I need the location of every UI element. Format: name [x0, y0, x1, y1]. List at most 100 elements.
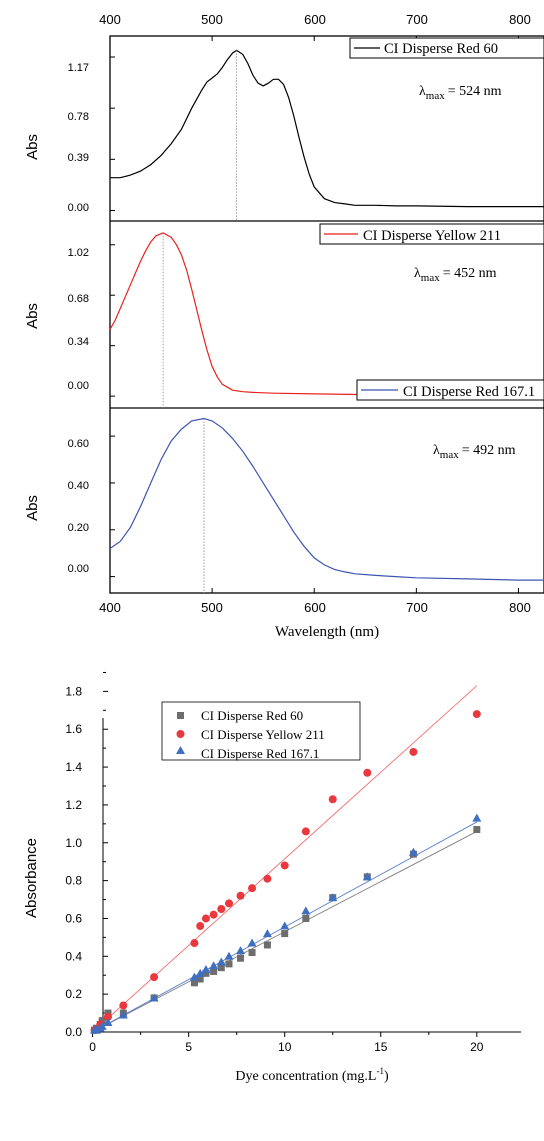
point-yellow211 [196, 922, 205, 931]
p1-y-axis-label: Abs [24, 134, 41, 160]
x-top-tick-label-400: 400 [99, 12, 121, 27]
x-bottom-tick-label-400: 400 [99, 600, 121, 615]
x-bottom-tick-label-700: 700 [406, 600, 428, 615]
point-red60 [202, 969, 210, 977]
x-bottom-tick-label-600: 600 [304, 600, 326, 615]
calib-legend-label-red167: CI Disperse Red 167.1 [201, 746, 319, 761]
p3-lambda-sub: max [440, 449, 459, 461]
point-yellow211 [328, 795, 337, 804]
p1-ytick-label-2: 0.78 [68, 111, 89, 123]
p2-ytick-label-1: 0.34 [68, 336, 89, 348]
x-top-tick-label-800: 800 [509, 12, 531, 27]
p3-legend-label: CI Disperse Red 167.1 [403, 384, 535, 400]
p2-ytick-label-2: 0.68 [68, 293, 89, 305]
p3-ytick-label-1: 0.20 [68, 522, 89, 534]
calib-ytick-label-0.0: 0.0 [65, 1025, 82, 1039]
calib-y-axis-label: Absorbance [23, 838, 40, 918]
p3-lambda-annotation: λmax = 492 nm [433, 443, 516, 461]
point-yellow211 [209, 910, 218, 919]
point-red167 [280, 921, 290, 930]
p2-lambda-value: = 452 nm [443, 266, 497, 281]
p3-lambda-symbol: λ [433, 443, 440, 458]
point-yellow211 [236, 891, 245, 900]
calib-xtick-label-0: 0 [89, 1040, 96, 1054]
p1-legend: CI Disperse Red 60 [349, 37, 544, 59]
p3-ytick-label-0: 0.00 [68, 563, 89, 575]
calib-legend: CI Disperse Red 60 CI Disperse Yellow 21… [161, 701, 361, 761]
point-yellow211 [190, 939, 199, 948]
point-red167 [301, 906, 311, 915]
p3-ytick-label-3: 0.60 [68, 438, 89, 450]
point-red167 [472, 813, 482, 822]
point-red60 [302, 914, 310, 922]
p2-y-axis-label: Abs [24, 303, 41, 329]
calib-x-axis-label: Dye concentration (mg.L-1) [235, 1066, 389, 1084]
x-top-tick-label-600: 600 [304, 12, 326, 27]
spectra-plot-frame [109, 35, 544, 594]
legend-marker-triangle [176, 746, 185, 754]
point-red60 [190, 979, 198, 987]
p1-spectrum-line [110, 49, 544, 208]
calib-ytick-label-1.4: 1.4 [65, 760, 82, 774]
point-yellow211 [225, 899, 233, 908]
x-bottom-tick-label-800: 800 [509, 600, 531, 615]
point-yellow211 [119, 1001, 128, 1010]
calib-ytick-label-1.0: 1.0 [65, 836, 82, 850]
calib-legend-label-red60: CI Disperse Red 60 [201, 708, 303, 723]
calib-ytick-label-0.2: 0.2 [65, 987, 82, 1001]
point-red60 [237, 954, 245, 962]
p1-ytick-label-3: 1.17 [68, 62, 89, 74]
calib-ytick-label-1.2: 1.2 [65, 798, 82, 812]
point-red167 [247, 938, 257, 947]
calib-legend-label-yellow211: CI Disperse Yellow 211 [201, 727, 325, 742]
p2-lambda-annotation: λmax = 452 nm [414, 266, 497, 284]
point-red60 [281, 930, 289, 938]
x-top-tick-label-500: 500 [201, 12, 223, 27]
p1-lambda-value: = 524 nm [448, 84, 502, 99]
calib-xtick-label-10: 10 [278, 1040, 292, 1054]
p3-spectrum-line [109, 417, 544, 581]
point-yellow211 [409, 747, 418, 756]
point-red60 [473, 826, 481, 834]
point-yellow211 [103, 1012, 112, 1021]
point-red60 [210, 967, 218, 975]
point-red60 [225, 960, 233, 968]
calib-data-points [90, 710, 482, 1035]
point-red167 [328, 893, 338, 902]
spectra-x-axis-label: Wavelength (nm) [275, 624, 379, 640]
point-red60 [217, 964, 225, 972]
point-red167 [408, 847, 418, 856]
point-yellow211 [150, 973, 159, 982]
p1-lambda-sub: max [426, 90, 445, 102]
point-red167 [97, 1021, 107, 1030]
p1-lambda-symbol: λ [419, 84, 426, 99]
p3-y-axis-label: Abs [24, 495, 41, 521]
point-red167 [201, 965, 211, 974]
point-red167 [189, 972, 199, 981]
point-yellow211 [280, 861, 289, 870]
point-red167 [149, 993, 159, 1002]
calib-xtick-label-15: 15 [374, 1040, 388, 1054]
point-yellow211 [201, 914, 210, 923]
p3-ytick-label-2: 0.40 [68, 480, 89, 492]
calib-xtick-label-20: 20 [470, 1040, 484, 1054]
calib-x-axis-label-main: Dye concentration (mg.L [235, 1069, 376, 1084]
point-yellow211 [248, 884, 257, 893]
point-red60 [196, 975, 204, 983]
point-yellow211 [217, 905, 226, 913]
p2-legend-label: CI Disperse Yellow 211 [363, 228, 501, 244]
point-red167 [362, 872, 372, 881]
p3-lambda-value: = 492 nm [462, 443, 516, 458]
legend-marker-square [177, 712, 184, 719]
spectra-chart: 400 500 600 700 800 400 500 600 700 800 … [24, 12, 544, 640]
calib-x-axis-label-tail: ) [384, 1069, 389, 1084]
calib-ytick-label-1.8: 1.8 [65, 684, 82, 698]
point-red167 [236, 946, 246, 955]
calib-xtick-label-5: 5 [185, 1040, 192, 1054]
point-red60 [98, 1017, 106, 1025]
point-yellow211 [472, 710, 481, 719]
point-yellow211 [263, 874, 272, 883]
p1-legend-label: CI Disperse Red 60 [384, 41, 498, 57]
spectra-curves [109, 49, 544, 593]
point-red167 [216, 957, 226, 966]
